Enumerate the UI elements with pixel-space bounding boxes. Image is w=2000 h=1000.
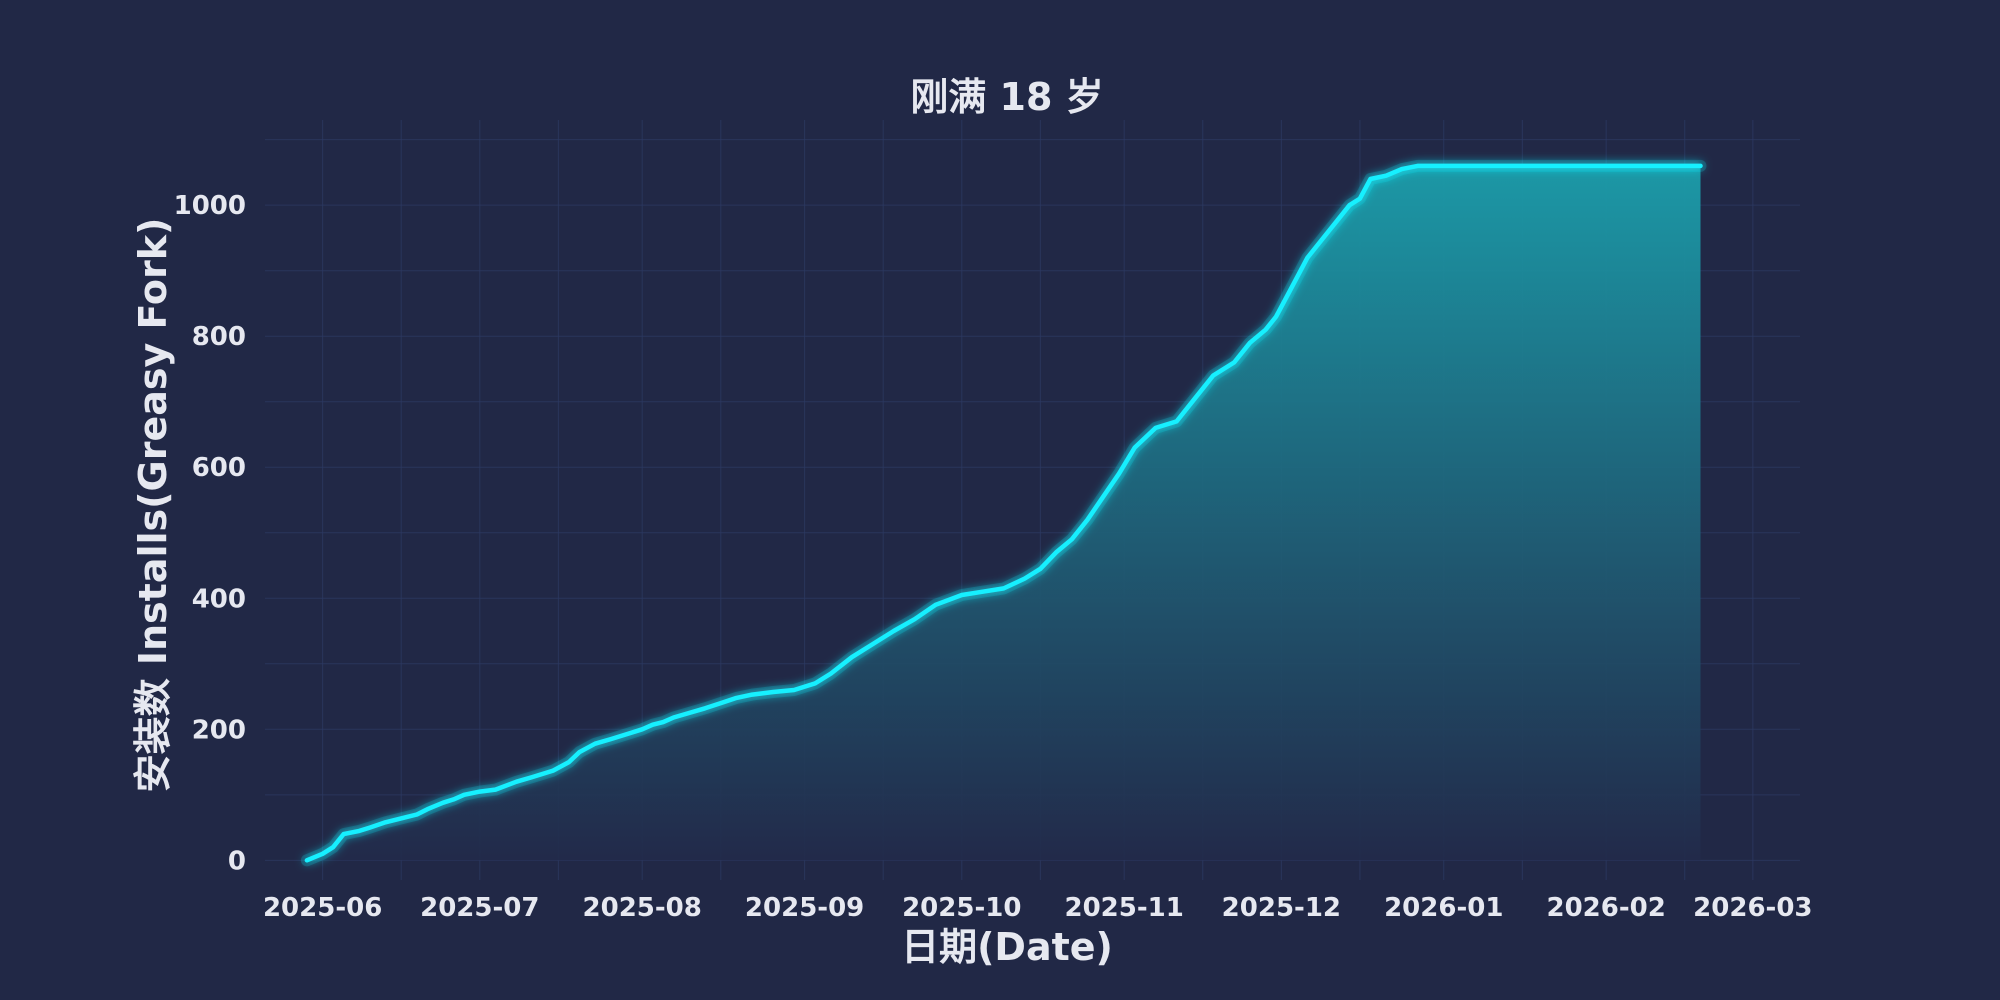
area-fill: [306, 165, 1701, 861]
y-tick-label: 0: [228, 846, 246, 876]
x-tick-label: 2025-10: [902, 893, 1021, 923]
x-tick-label: 2026-03: [1693, 893, 1812, 923]
area-layer: [306, 165, 1701, 861]
y-tick-label: 1000: [174, 191, 246, 221]
x-tick-label: 2025-08: [583, 893, 702, 923]
y-tick-label: 200: [192, 715, 246, 745]
x-axis-title: 日期(Date): [901, 925, 1113, 969]
x-tick-label: 2025-07: [420, 893, 539, 923]
x-tick-label: 2025-11: [1065, 893, 1184, 923]
y-tick-label: 400: [192, 584, 246, 614]
y-axis-title: 安装数 Installs(Greasy Fork): [131, 218, 175, 793]
x-tick-label: 2025-06: [263, 893, 382, 923]
line-layer: [300, 159, 1707, 867]
x-tick-label: 2026-01: [1384, 893, 1503, 923]
x-tick-labels: 2025-06 2025-07 2025-08 2025-09 2025-10 2025-…: [263, 893, 1813, 923]
series-line: [304, 163, 1703, 863]
x-tick-label: 2026-02: [1546, 893, 1665, 923]
x-tick-label: 2025-09: [745, 893, 864, 923]
y-tick-labels: 0 200 400 600 800 1000: [174, 191, 246, 876]
y-tick-label: 600: [192, 453, 246, 483]
x-tick-label: 2025-12: [1222, 893, 1341, 923]
chart-title: 刚满 18 岁: [910, 75, 1103, 119]
y-tick-label: 800: [192, 322, 246, 352]
